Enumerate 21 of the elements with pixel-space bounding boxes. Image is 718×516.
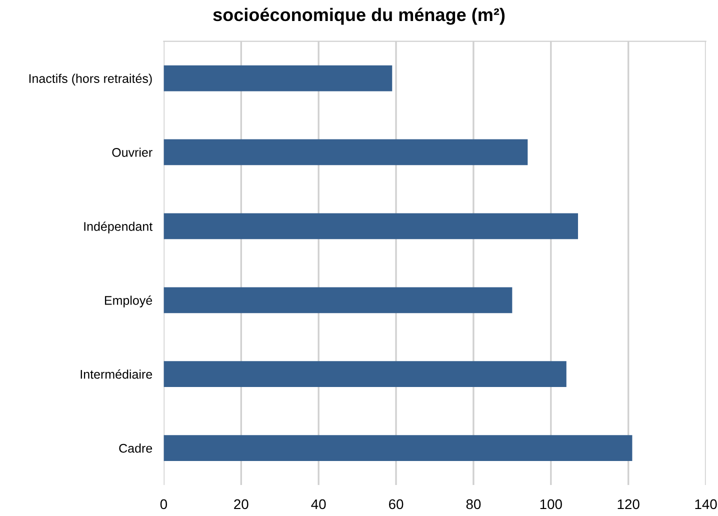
x-tick-label: 140	[695, 499, 717, 510]
x-tick-label: 80	[466, 499, 481, 510]
y-tick-label: Indépendant	[84, 222, 153, 234]
y-tick-label: Inactifs (hors retraités)	[29, 74, 152, 86]
bar	[164, 361, 566, 388]
y-tick-label: Ouvrier	[112, 148, 152, 157]
chart-title: socioéconomique du ménage (m²)	[213, 8, 505, 25]
bar	[164, 287, 512, 314]
bar	[164, 65, 392, 92]
bar	[164, 139, 528, 166]
y-tick-label: Cadre	[119, 444, 152, 453]
x-tick-label: 0	[160, 499, 168, 510]
x-tick-label: 40	[311, 499, 326, 510]
x-tick-label: 120	[618, 499, 640, 510]
y-tick-label: Employé	[104, 296, 152, 308]
x-tick-label: 20	[234, 499, 248, 510]
bar	[164, 213, 578, 240]
bar	[164, 435, 632, 462]
x-tick-label: 100	[540, 499, 562, 510]
y-tick-label: Intermédiaire	[80, 369, 152, 379]
x-tick-label: 60	[389, 499, 404, 510]
